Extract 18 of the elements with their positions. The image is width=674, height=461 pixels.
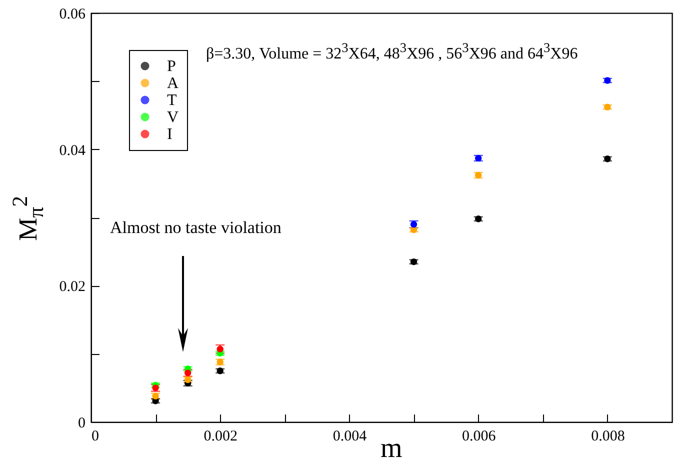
text: β=3.30, Volume = 32$^{3}$X64, 48$^{3}$X96 , 56$^{3}$X96 and 64$^{3}$X96 bbox=[206, 40, 578, 62]
x-tick-label: 0.004 bbox=[332, 428, 368, 444]
x-tick-label: 0.002 bbox=[204, 428, 238, 444]
legend-label: T bbox=[167, 92, 177, 109]
legend-label: V bbox=[167, 109, 179, 126]
annotation: Almost no taste violation bbox=[110, 218, 282, 238]
point bbox=[152, 384, 159, 392]
x-tick-label: 0.008 bbox=[591, 428, 625, 444]
x-tick-label: 0 bbox=[92, 428, 99, 444]
legend-label: P bbox=[167, 58, 176, 75]
y-tick-label: 0.06 bbox=[59, 6, 86, 22]
legend-label: I bbox=[167, 126, 172, 143]
x-axis-title: m bbox=[380, 433, 402, 461]
legend-label: A bbox=[167, 75, 179, 92]
x-tick-label: 0.006 bbox=[462, 428, 496, 444]
y-tick-label: 0.02 bbox=[59, 279, 86, 296]
y-tick-label: 0 bbox=[78, 416, 86, 432]
y-tick-label: 0.04 bbox=[59, 142, 86, 159]
